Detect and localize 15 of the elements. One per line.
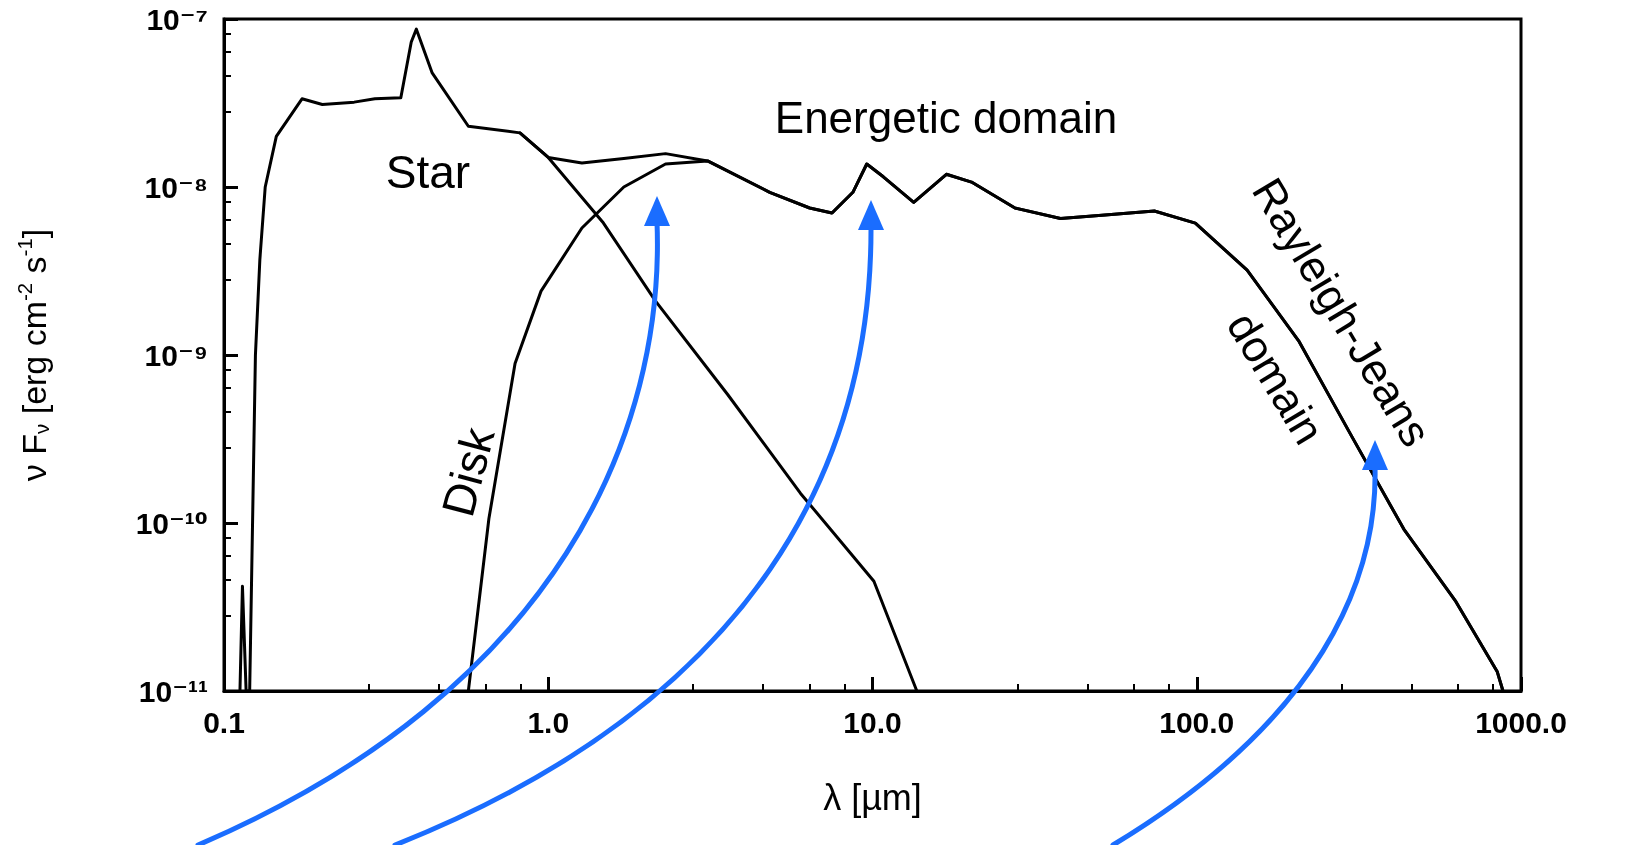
y-tick-label: 10⁻⁷ (146, 2, 208, 36)
text: Disk (431, 421, 505, 522)
x-tick-label: 0.1 (203, 705, 245, 739)
x-tick-label: 100.0 (1159, 705, 1235, 739)
x-axis-title: λ [µm] (823, 776, 922, 818)
y-tick-label: 10⁻¹¹ (138, 674, 209, 708)
annotation: Energetic domain (774, 92, 1118, 142)
x-tick-label: 1000.0 (1475, 705, 1567, 739)
series-label: Star (385, 146, 471, 198)
y-axis-title: ν Fν [erg cm-2 s-1] (14, 228, 53, 482)
x-tick-label: 10.0 (843, 705, 902, 739)
y-tick-label: 10⁻¹⁰ (135, 506, 208, 540)
y-tick-label: 10⁻⁹ (144, 338, 208, 372)
x-tick-label: 1.0 (527, 705, 570, 739)
y-tick-label: 10⁻⁸ (144, 170, 208, 204)
